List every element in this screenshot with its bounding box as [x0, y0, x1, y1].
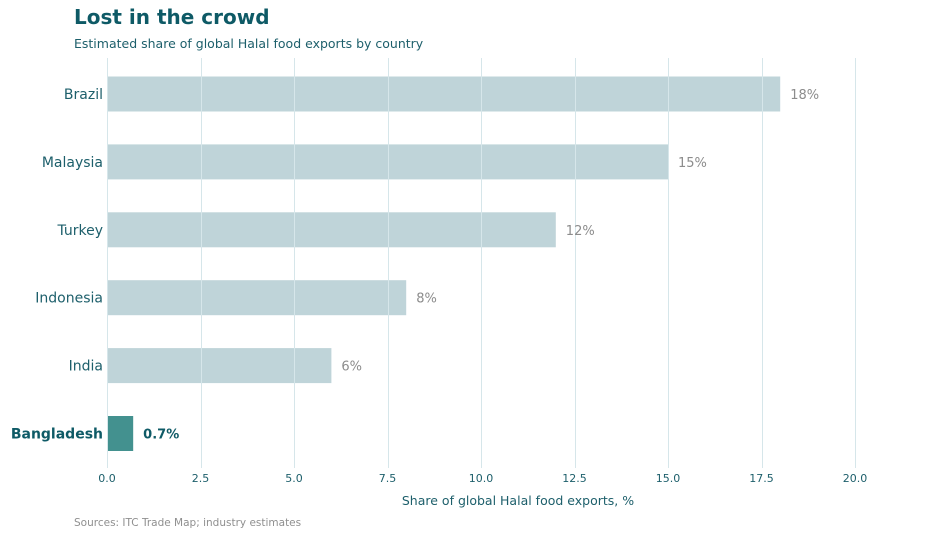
category-label-bangladesh: Bangladesh [11, 427, 103, 443]
value-label-bangladesh: 0.7% [143, 428, 179, 443]
x-tick-label: 2.5 [192, 472, 210, 485]
bar-bangladesh [107, 416, 134, 451]
category-label-malaysia: Malaysia [42, 155, 103, 171]
x-tick-label: 7.5 [379, 472, 397, 485]
category-label-turkey: Turkey [56, 223, 103, 239]
value-label-turkey: 12% [566, 224, 595, 239]
bar-turkey [107, 212, 556, 248]
x-axis-label: Share of global Halal food exports, % [402, 493, 634, 508]
value-label-malaysia: 15% [678, 156, 707, 171]
value-label-brazil: 18% [790, 88, 819, 103]
x-tick-label: 17.5 [749, 472, 774, 485]
x-tick-label: 12.5 [562, 472, 587, 485]
bar-indonesia [107, 280, 407, 316]
category-label-brazil: Brazil [64, 87, 103, 103]
x-tick-label: 0.0 [98, 472, 116, 485]
category-label-india: India [69, 359, 103, 375]
gridlines-layer [107, 58, 856, 468]
source-note: Sources: ITC Trade Map; industry estimat… [74, 517, 302, 529]
labels-layer: Brazil 18% Malaysia 15% Turkey 12% Indonesia 8%… [11, 87, 819, 443]
category-label-indonesia: Indonesia [35, 291, 103, 307]
value-label-india: 6% [341, 360, 362, 375]
value-label-indonesia: 8% [416, 292, 437, 307]
bar-brazil [107, 76, 781, 112]
x-tick-label: 20.0 [843, 472, 868, 485]
x-axis-ticks: 0.0 2.5 5.0 7.5 10.0 12.5 15.0 17.5 20.0 [98, 472, 867, 485]
x-tick-label: 15.0 [656, 472, 681, 485]
x-tick-label: 5.0 [285, 472, 303, 485]
x-tick-label: 10.0 [469, 472, 494, 485]
bars-layer [107, 76, 781, 451]
bar-malaysia [107, 144, 668, 180]
bar-india [107, 348, 332, 384]
chart-title: Lost in the crowd [74, 5, 270, 29]
chart-subtitle: Estimated share of global Halal food exp… [74, 36, 424, 51]
